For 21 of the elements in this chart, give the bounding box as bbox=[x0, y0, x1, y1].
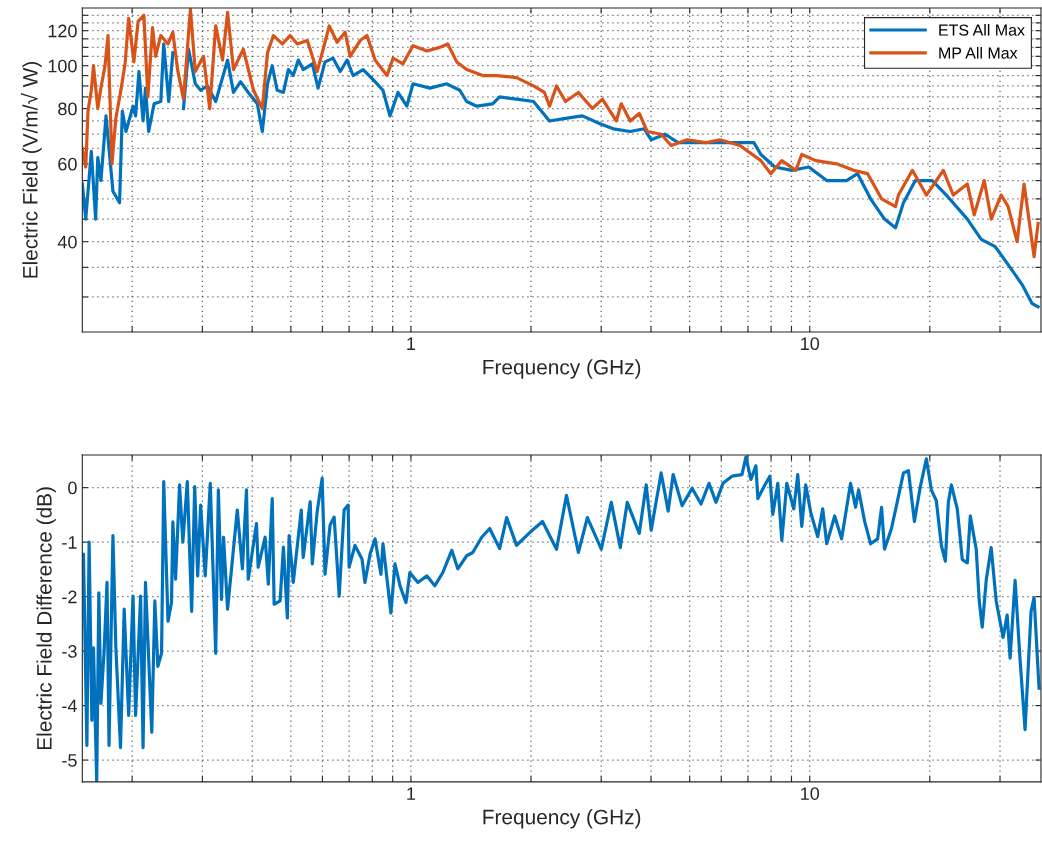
y-tick-label: 80 bbox=[58, 102, 77, 116]
y-tick-label: -4 bbox=[62, 699, 77, 713]
y-axis-title: Electric Field (V/m/√ W) bbox=[20, 62, 42, 278]
y-tick-label: 60 bbox=[58, 157, 77, 171]
y-tick-label: -1 bbox=[62, 536, 77, 549]
x-tick-label: 1 bbox=[407, 337, 416, 350]
x-axis-title: Frequency (GHz) bbox=[483, 359, 641, 379]
y-tick-label: -3 bbox=[62, 645, 77, 658]
legend-label: MP All Max bbox=[939, 46, 1018, 59]
y-tick-label: 120 bbox=[48, 24, 77, 38]
y-axis-title: Electric Field Difference (dB) bbox=[36, 487, 56, 750]
y-tick-label: 0 bbox=[68, 481, 77, 495]
y-tick-label: 40 bbox=[57, 235, 77, 249]
y-tick-label: -5 bbox=[62, 754, 77, 767]
y-tick-label: 100 bbox=[48, 59, 77, 73]
x-tick-label: 1 bbox=[407, 787, 416, 800]
legend-label: ETS All Max bbox=[939, 24, 1025, 36]
x-tick-label: 10 bbox=[801, 337, 820, 351]
x-tick-label: 10 bbox=[801, 787, 820, 800]
y-tick-label: -2 bbox=[62, 590, 77, 604]
x-axis-title: Frequency (GHz) bbox=[483, 809, 641, 829]
